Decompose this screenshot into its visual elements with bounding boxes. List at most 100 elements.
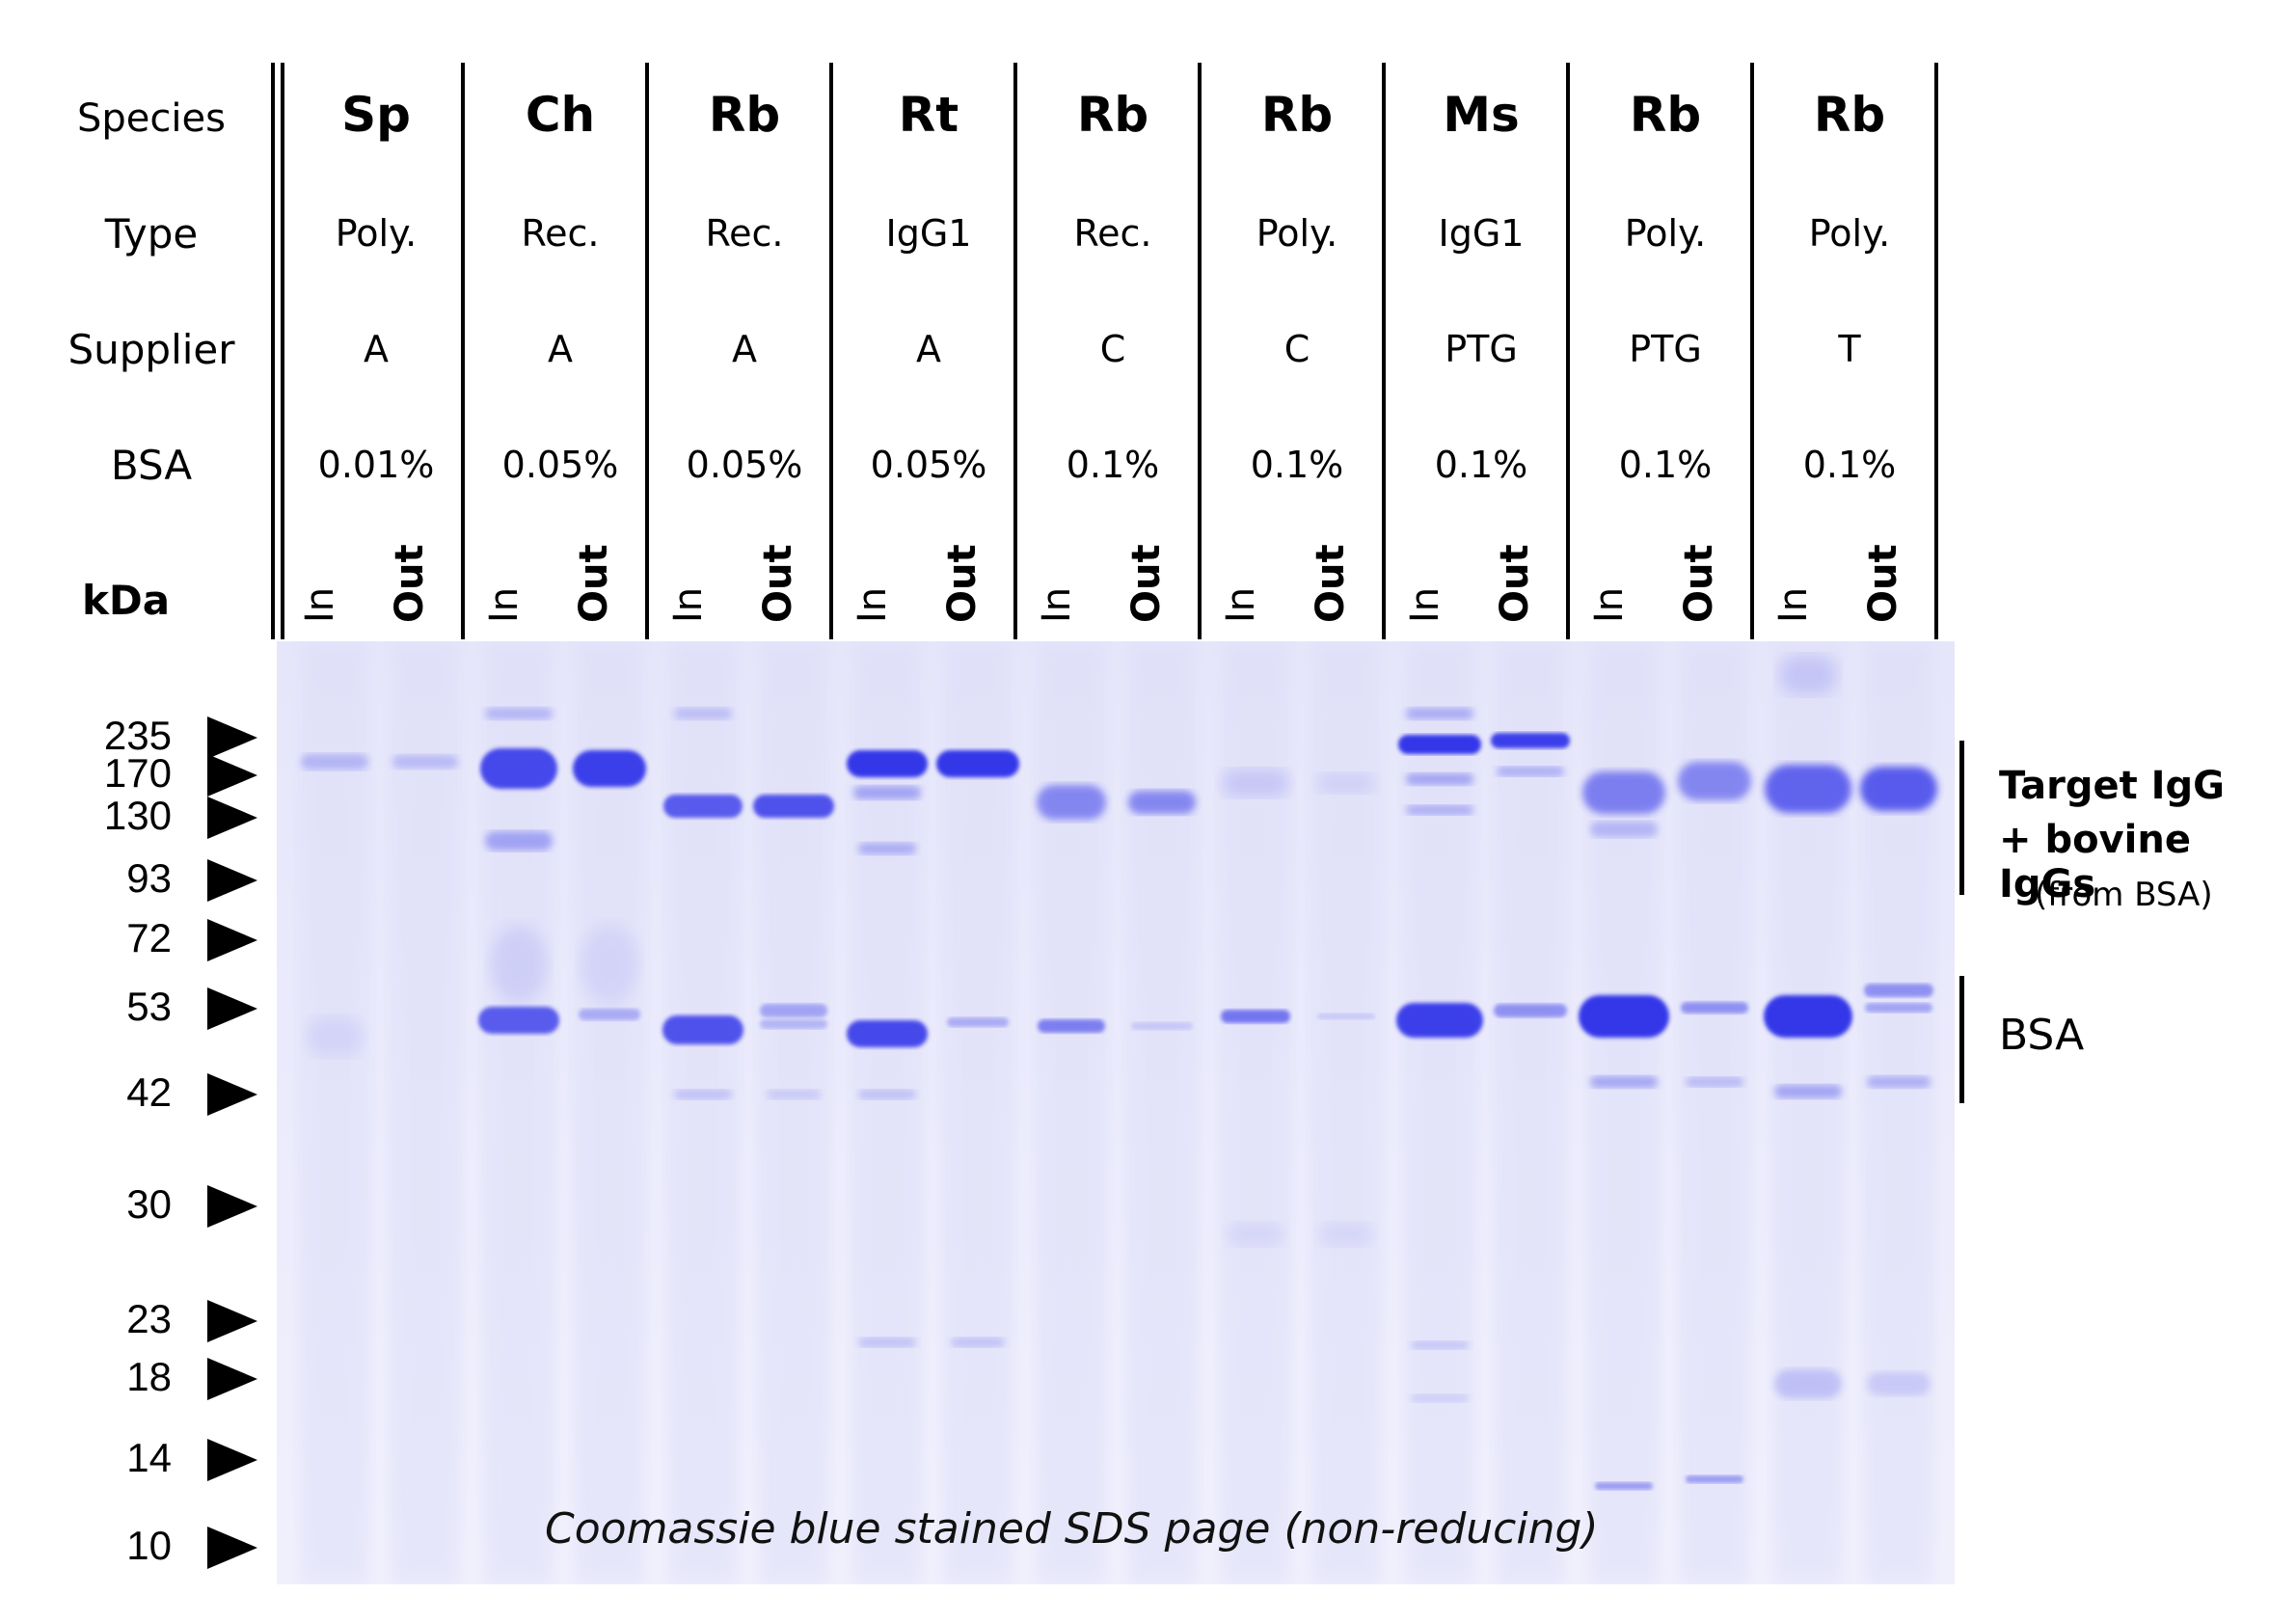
gel-band bbox=[306, 1017, 364, 1056]
lane-supplier: A bbox=[916, 328, 941, 370]
lane-species: Rb bbox=[1813, 87, 1886, 143]
mw-marker-arrow-icon bbox=[207, 1527, 257, 1569]
target-igg-bracket bbox=[1959, 741, 1964, 895]
mw-marker-arrow-icon bbox=[207, 1439, 257, 1481]
gel-band bbox=[1221, 1010, 1290, 1023]
lane-smear bbox=[759, 641, 828, 1584]
gel-band bbox=[936, 750, 1019, 777]
gel-band bbox=[1590, 822, 1658, 837]
lane-bsa: 0.1% bbox=[1250, 444, 1344, 486]
lane-in-label: In bbox=[1771, 586, 1816, 623]
gel-band bbox=[579, 1009, 640, 1020]
gel-caption: Coomassie blue stained SDS page (non-red… bbox=[545, 1504, 1599, 1554]
gel-band bbox=[1406, 708, 1473, 719]
gel-band bbox=[858, 843, 916, 854]
lane-supplier: PTG bbox=[1445, 328, 1518, 370]
lane-smear bbox=[1127, 641, 1197, 1584]
gel-band bbox=[1867, 1372, 1931, 1395]
gel-band bbox=[947, 1017, 1009, 1027]
gel-band bbox=[1865, 1003, 1932, 1013]
lane-out-label: Out bbox=[756, 544, 800, 623]
gel-band bbox=[1396, 1003, 1483, 1038]
gel-band bbox=[1227, 1223, 1284, 1246]
mw-marker-label: 170 bbox=[103, 750, 172, 796]
gel-band bbox=[662, 1015, 743, 1044]
lane-species: Rb bbox=[1076, 87, 1149, 143]
lane-smear bbox=[391, 641, 460, 1584]
gel-band bbox=[1765, 765, 1851, 813]
lane-bsa: 0.05% bbox=[686, 444, 803, 486]
gel-band bbox=[581, 926, 638, 1003]
mw-marker-label: 18 bbox=[126, 1354, 172, 1399]
lane-in-label: In bbox=[1403, 586, 1447, 623]
gel-band bbox=[1860, 767, 1937, 811]
row-label-type: Type bbox=[104, 210, 199, 257]
mw-marker-label: 14 bbox=[126, 1435, 172, 1480]
gel-band bbox=[1406, 773, 1473, 785]
lane-type: Poly. bbox=[1624, 212, 1707, 255]
mw-marker-arrow-icon bbox=[207, 919, 257, 961]
mw-marker-label: 93 bbox=[126, 855, 172, 901]
gel-band bbox=[573, 750, 646, 787]
lane-out-label: Out bbox=[572, 544, 616, 623]
lane-species: Rb bbox=[1260, 87, 1334, 143]
gel-band bbox=[760, 1019, 827, 1029]
kda-label: kDa bbox=[82, 577, 171, 624]
lane-in-label: In bbox=[1219, 586, 1263, 623]
lane-type: Poly. bbox=[1808, 212, 1891, 255]
gel-band bbox=[1579, 995, 1669, 1038]
gel-band bbox=[847, 1020, 928, 1047]
gel-band bbox=[1038, 1019, 1105, 1033]
header-divider-left-0 bbox=[271, 63, 275, 639]
mw-marker-arrow-icon bbox=[207, 1300, 257, 1342]
header-divider bbox=[1382, 63, 1386, 639]
gel-band bbox=[1686, 1475, 1743, 1483]
mw-marker-label: 235 bbox=[103, 713, 172, 758]
gel-band bbox=[767, 1090, 821, 1099]
row-label-supplier: Supplier bbox=[68, 326, 235, 373]
gel-band bbox=[674, 708, 732, 719]
lane-in-label: In bbox=[1035, 586, 1079, 623]
lane-smear bbox=[1221, 641, 1290, 1584]
gel-band bbox=[1411, 1394, 1469, 1402]
gel-band bbox=[480, 748, 557, 789]
lane-species: Sp bbox=[341, 87, 411, 143]
gel-band bbox=[1681, 1002, 1748, 1014]
lane-bsa: 0.1% bbox=[1434, 444, 1528, 486]
gel-band bbox=[1317, 1014, 1375, 1019]
lane-bsa: 0.05% bbox=[870, 444, 987, 486]
lane-in-label: In bbox=[666, 586, 711, 623]
lane-type: Poly. bbox=[1256, 212, 1338, 255]
lane-species: Ms bbox=[1443, 87, 1520, 143]
lane-type: IgG1 bbox=[885, 212, 972, 255]
lane-supplier: PTG bbox=[1629, 328, 1702, 370]
lane-smear bbox=[1037, 641, 1106, 1584]
target-igg-label: Target IgG bbox=[1999, 764, 2226, 808]
gel-band bbox=[663, 795, 743, 818]
gel-band bbox=[485, 708, 553, 719]
lane-species: Rt bbox=[898, 87, 959, 143]
lane-smear bbox=[668, 641, 738, 1584]
lane-bsa: 0.1% bbox=[1066, 444, 1160, 486]
header-divider bbox=[1566, 63, 1570, 639]
lane-in-label: In bbox=[1587, 586, 1632, 623]
gel-band bbox=[1779, 656, 1837, 694]
lane-out-label: Out bbox=[388, 544, 432, 623]
row-label-species: Species bbox=[77, 96, 226, 141]
header-divider bbox=[829, 63, 833, 639]
gel-image bbox=[277, 641, 1955, 1584]
lane-out-label: Out bbox=[1124, 544, 1169, 623]
lane-species: Rb bbox=[708, 87, 781, 143]
gel-band bbox=[1411, 1341, 1469, 1349]
mw-marker-arrow-icon bbox=[207, 797, 257, 839]
lane-type: Rec. bbox=[1073, 212, 1152, 255]
header-divider bbox=[1750, 63, 1754, 639]
bsa-bracket bbox=[1959, 976, 1964, 1103]
gel-band bbox=[1678, 762, 1751, 800]
lane-smear bbox=[1496, 641, 1565, 1584]
gel-band bbox=[1774, 1369, 1842, 1398]
lane-out-label: Out bbox=[1677, 544, 1721, 623]
gel-band bbox=[753, 795, 834, 818]
row-label-bsa: BSA bbox=[110, 442, 193, 489]
mw-marker-arrow-icon bbox=[207, 1185, 257, 1228]
